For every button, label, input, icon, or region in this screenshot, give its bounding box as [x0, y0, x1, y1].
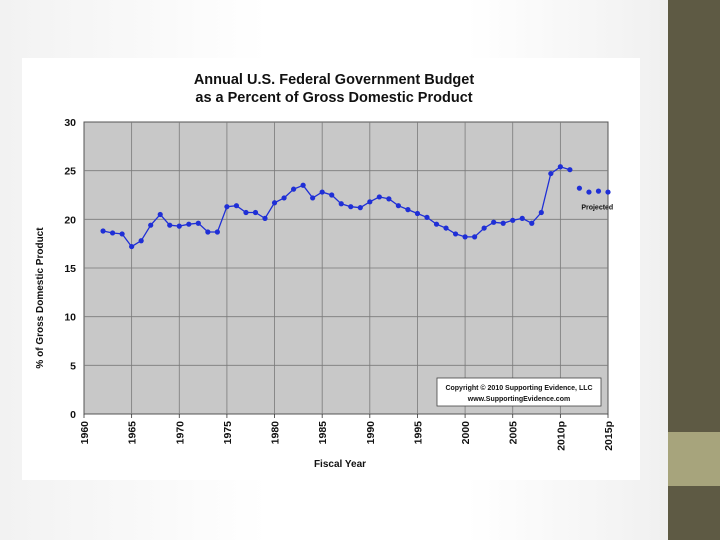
x-tick-label: 1995 — [412, 421, 424, 445]
y-tick-label: 25 — [64, 166, 76, 178]
data-point-actual — [167, 222, 173, 228]
data-point-actual — [319, 189, 325, 195]
data-point-actual — [205, 229, 211, 235]
data-point-actual — [100, 228, 106, 234]
x-tick-label: 2015p — [603, 421, 615, 451]
side-panel-top — [668, 0, 720, 432]
data-point-actual — [386, 196, 392, 202]
axes: 0 5 10 15 20 25 30 1960 1965 1970 1975 1980 1985 1990… — [64, 117, 615, 451]
data-point-projected — [605, 189, 611, 195]
x-tick-label: 2005 — [508, 421, 520, 445]
data-point-actual — [224, 204, 230, 210]
data-point-actual — [109, 230, 116, 236]
data-point-actual — [243, 209, 249, 216]
data-point-actual — [519, 215, 525, 221]
y-tick-label: 10 — [64, 312, 76, 324]
data-point-actual — [481, 225, 487, 231]
data-point-actual — [176, 223, 182, 229]
data-point-projected — [576, 185, 583, 191]
data-point-actual — [405, 207, 411, 213]
data-point-actual — [129, 243, 135, 250]
x-tick-label: 1980 — [270, 421, 282, 445]
data-point-actual — [148, 222, 154, 228]
data-point-actual — [195, 220, 201, 226]
data-point-actual — [376, 194, 382, 200]
budget-chart: Annual U.S. Federal Government Budget as… — [35, 72, 615, 470]
y-tick-label: 20 — [64, 214, 76, 226]
data-point-projected — [595, 188, 602, 194]
copyright-frame — [436, 377, 602, 407]
data-point-actual — [433, 221, 440, 227]
data-point-actual — [348, 204, 354, 210]
chart-title: Annual U.S. Federal Government Budget — [194, 72, 475, 88]
y-tick-label: 5 — [70, 360, 76, 372]
data-point-actual — [567, 167, 573, 173]
data-point-actual — [472, 234, 478, 240]
copyright-line-2: www.SupportingEvidence.com — [467, 396, 570, 403]
x-tick-label: 1985 — [317, 421, 329, 445]
data-point-actual — [424, 214, 430, 220]
data-point-actual — [252, 209, 259, 216]
x-axis-label: Fiscal Year — [314, 459, 366, 470]
y-tick-label: 0 — [70, 409, 76, 421]
data-point-actual — [186, 221, 192, 227]
data-point-actual — [281, 195, 287, 201]
data-point-actual — [510, 217, 516, 223]
data-point-actual — [262, 215, 268, 221]
data-point-actual — [329, 192, 335, 198]
data-point-actual — [414, 210, 421, 217]
chart-card: Annual U.S. Federal Government Budget as… — [22, 58, 640, 480]
x-tick-label: 1975 — [222, 421, 234, 445]
data-point-actual — [157, 211, 163, 218]
data-point-actual — [557, 164, 563, 170]
data-point-actual — [491, 219, 497, 225]
side-panel-bottom — [668, 486, 720, 540]
data-point-actual — [291, 186, 297, 192]
side-panel-middle — [668, 432, 720, 486]
data-point-projected — [586, 189, 592, 195]
data-point-actual — [300, 182, 306, 188]
x-tick-label: 1960 — [79, 421, 91, 445]
data-point-actual — [395, 203, 401, 209]
data-point-actual — [271, 200, 278, 206]
data-point-actual — [452, 231, 459, 237]
data-point-actual — [529, 220, 535, 226]
x-tick-label: 2010p — [555, 421, 567, 451]
data-point-actual — [500, 220, 506, 226]
data-point-actual — [367, 199, 373, 205]
data-point-actual — [462, 234, 468, 240]
data-point-actual — [233, 203, 240, 209]
projected-annotation: Projected — [581, 205, 613, 212]
data-point-actual — [538, 209, 544, 216]
y-tick-label: 30 — [64, 117, 76, 129]
data-point-actual — [357, 205, 363, 211]
x-tick-label: 1965 — [127, 421, 139, 445]
data-point-actual — [548, 170, 554, 177]
data-point-actual — [310, 195, 316, 201]
data-point-actual — [214, 229, 220, 235]
data-point-actual — [119, 231, 125, 237]
y-axis-label: % of Gross Domestic Product — [35, 227, 46, 369]
copyright-box: Copyright © 2010 Supporting Evidence, LL… — [436, 377, 602, 407]
copyright-line-1: Copyright © 2010 Supporting Evidence, LL… — [445, 384, 592, 392]
series-layer: Projected — [100, 164, 613, 250]
data-point-actual — [338, 201, 344, 207]
x-tick-label: 1970 — [174, 421, 186, 445]
chart-subtitle: as a Percent of Gross Domestic Product — [195, 90, 472, 106]
data-point-actual — [443, 225, 449, 231]
data-point-actual — [138, 238, 144, 244]
x-tick-label: 1990 — [365, 421, 377, 445]
y-tick-label: 15 — [64, 263, 76, 275]
x-tick-label: 2000 — [460, 421, 472, 445]
